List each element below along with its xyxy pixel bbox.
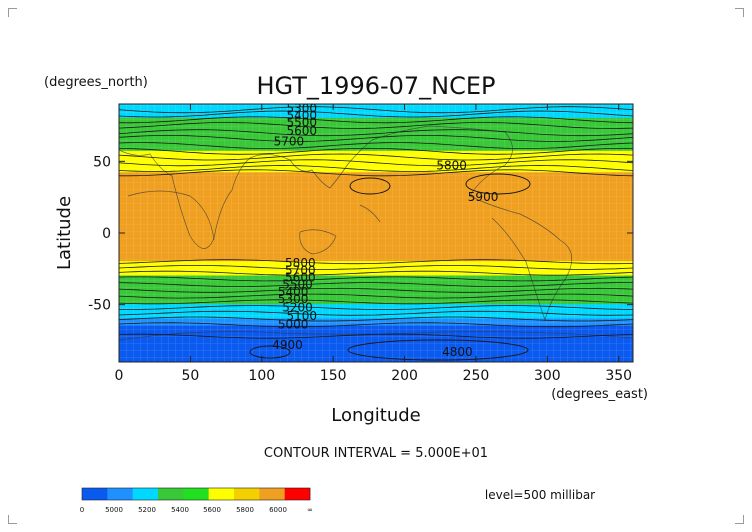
colorbar-label: 5200 — [138, 506, 156, 514]
contour-label: 5800 — [436, 159, 467, 173]
closed-contours — [249, 173, 531, 361]
contour-label: 5400 — [278, 285, 309, 299]
x-tick-label: 350 — [605, 368, 632, 384]
x-axis: 0 50 100 150 200 250 300 350 — [115, 104, 632, 384]
contour-label: 5700 — [285, 263, 316, 277]
contour-line — [119, 147, 633, 155]
contour-label: 5800 — [285, 256, 316, 270]
contour-line — [119, 116, 633, 124]
contour-line — [119, 293, 633, 299]
x-tick-label: 200 — [391, 368, 418, 384]
colorbar: 0 5000 5200 5400 5600 5800 6000 ∞ — [80, 487, 313, 514]
contour-line — [119, 135, 633, 142]
contour-label: 5300 — [286, 101, 317, 115]
colorbar-swatch — [82, 488, 108, 500]
colorbar-label: 5800 — [236, 506, 254, 514]
colorbar-swatch — [158, 488, 184, 500]
contour-line — [119, 259, 633, 265]
colorbar-swatch — [259, 488, 285, 500]
colorbar-label: 5400 — [171, 506, 189, 514]
colorbar-swatch — [284, 488, 311, 500]
contour-line — [119, 169, 633, 177]
colorbar-label: 0 — [80, 506, 84, 514]
coastlines — [119, 125, 633, 341]
y-tick-label: -50 — [88, 298, 111, 314]
x-tick-label: 150 — [320, 368, 347, 384]
colorbar-label: ∞ — [307, 506, 313, 514]
contour-line — [119, 129, 633, 137]
contour-line — [119, 305, 633, 310]
contour-label: 5700 — [274, 134, 305, 148]
y-units-label: (degrees_north) — [44, 75, 148, 90]
colorbar-swatch — [132, 488, 159, 500]
contour-label: 5500 — [282, 278, 313, 292]
level-text: level=500 millibar — [485, 488, 595, 502]
x-tick-label: 300 — [534, 368, 561, 384]
corner-mark — [8, 8, 17, 17]
contour-line — [119, 165, 633, 172]
contour-line — [119, 159, 633, 167]
y-tick-label: 50 — [93, 154, 111, 170]
x-tick-label: 0 — [115, 368, 124, 384]
x-tick-label: 100 — [248, 368, 275, 384]
contour-label: 5200 — [282, 301, 313, 315]
contour-line — [119, 265, 633, 270]
contour-line — [119, 270, 633, 276]
x-tick-label: 250 — [463, 368, 490, 384]
contour-line — [119, 282, 633, 287]
colorbar-label: 6000 — [269, 506, 287, 514]
contour-labels: 5300540055005600570058005900580057005600… — [272, 101, 498, 359]
colorbar-swatch — [183, 488, 209, 500]
contour-line — [119, 276, 633, 282]
corner-mark — [735, 8, 744, 17]
contour-label: 5400 — [286, 108, 317, 122]
x-tick-label: 50 — [181, 368, 199, 384]
colorbar-label: 5000 — [105, 506, 123, 514]
contour-line — [119, 316, 633, 322]
contour-line — [119, 142, 633, 150]
colorbar-swatch — [107, 488, 133, 500]
contour-label: 5500 — [286, 116, 317, 130]
y-axis-label: Latitude — [54, 196, 75, 270]
contour-interval-text: CONTOUR INTERVAL = 5.000E+01 — [264, 446, 488, 461]
contour-line — [119, 322, 633, 328]
colorbar-swatch — [208, 488, 235, 500]
contour-line — [119, 299, 633, 305]
contour-line — [119, 310, 633, 316]
colorbar-label: 5600 — [203, 506, 221, 514]
contour-label: 5600 — [285, 270, 316, 284]
colorbar-frame — [81, 487, 311, 501]
chart-title: HGT_1996-07_NCEP — [256, 72, 495, 100]
contour-line — [119, 333, 633, 339]
contour-label: 5000 — [278, 318, 309, 332]
y-axis: 50 0 -50 — [88, 154, 633, 314]
y-tick-label: 0 — [102, 226, 111, 242]
contour-line — [119, 153, 633, 161]
x-axis-label: Longitude — [331, 405, 421, 426]
contour-label: 5600 — [286, 124, 317, 138]
contour-label: 5100 — [286, 309, 317, 323]
contour-label: 5900 — [468, 190, 499, 204]
x-units-label: (degrees_east) — [551, 387, 648, 402]
lat-lon-grid — [119, 104, 633, 362]
contour-label: 5300 — [278, 292, 309, 306]
contour-line — [119, 122, 633, 129]
corner-mark — [8, 515, 17, 524]
contour-line — [119, 287, 633, 293]
contour-label: 4900 — [272, 338, 303, 352]
contour-label: 4800 — [442, 345, 473, 359]
corner-mark — [735, 515, 744, 524]
colorbar-swatch — [234, 488, 260, 500]
contour-line — [119, 110, 633, 118]
